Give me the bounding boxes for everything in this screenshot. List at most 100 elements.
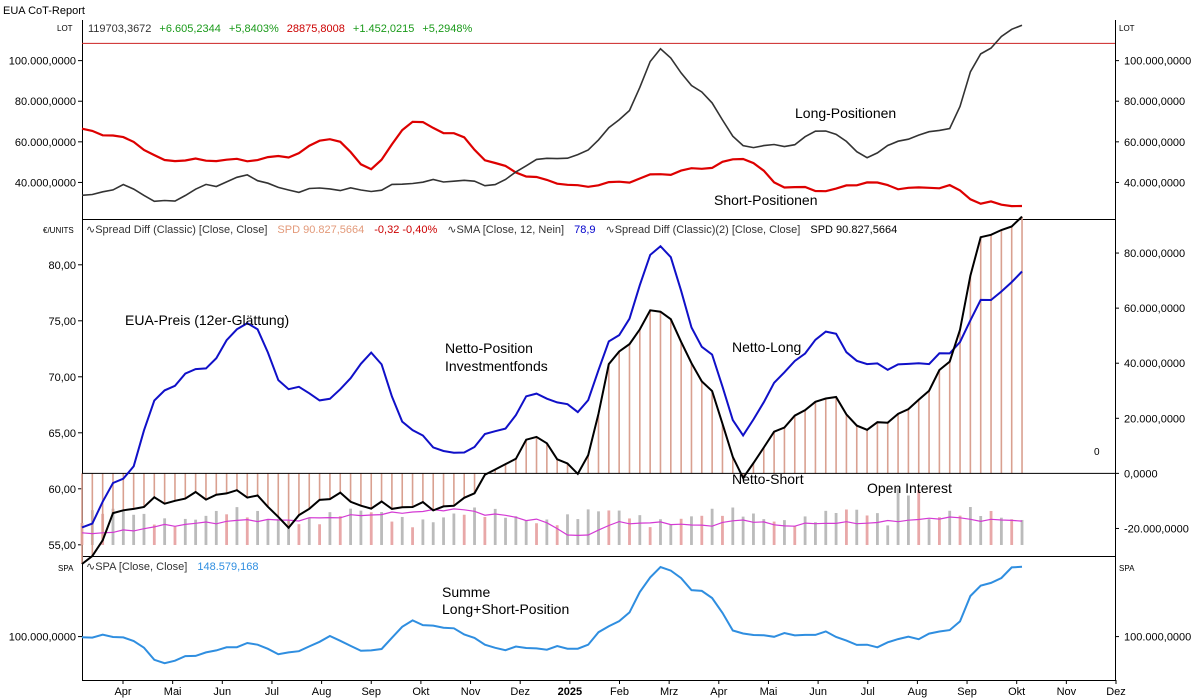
volume-bar <box>307 518 311 545</box>
label-open-interest: Open Interest <box>867 480 952 496</box>
volume-bar <box>824 510 828 545</box>
panel3-unit-left: SPA <box>58 564 74 573</box>
net-position-bar <box>938 370 941 474</box>
net-position-bar <box>659 311 662 474</box>
net-position-bar <box>587 455 589 474</box>
net-position-bar <box>762 447 765 474</box>
net-position-bar <box>855 425 858 474</box>
net-position-bar <box>81 473 83 565</box>
volume-bar <box>173 526 177 545</box>
net-position-line <box>81 215 1023 565</box>
volume-bar <box>369 512 373 545</box>
volume-bar <box>380 512 383 545</box>
x-tick-label: Jun <box>213 686 231 698</box>
zero-label: 0 <box>1094 447 1100 458</box>
net-position-bar <box>401 473 404 508</box>
window-title: EUA CoT-Report <box>3 5 85 17</box>
readout-item: ∿SPA [Close, Close] <box>86 561 187 573</box>
net-position-bar <box>236 473 238 491</box>
volume-bar <box>772 521 776 545</box>
net-position-bar <box>804 410 806 474</box>
net-position-bar <box>525 439 527 474</box>
panel2-right-ticks: 80.000,0000 60.000,0000 40.000,0000 20.000,… <box>1115 248 1189 535</box>
volume-bar <box>865 515 869 545</box>
volume-bar <box>132 514 136 545</box>
net-position-bar <box>835 396 837 474</box>
net-position-bar <box>959 329 961 474</box>
net-position-bar <box>566 463 569 474</box>
panel-cot-positions: LOT LOT 119703,3672 +6.605,2344 +5,8403% 28… <box>9 23 1192 208</box>
volume-bar <box>731 507 735 545</box>
volume-bar <box>524 520 528 545</box>
net-position-bar <box>504 464 507 474</box>
net-position-bar <box>246 473 249 498</box>
readout-item: ∿SMA [Close, 12, Nein] <box>447 224 564 236</box>
readout-item: 78,9 <box>574 224 595 236</box>
panel-net-position: €/UNITS ∿Spread Diff (Classic) [Close, C… <box>43 215 1189 565</box>
panel2-tick-label-right: 20.000,0000 <box>1124 413 1185 425</box>
net-position-bar <box>814 401 817 474</box>
readout-item: SPD 90.827,5664 <box>277 224 364 236</box>
volume-bar <box>917 489 921 545</box>
volume-bar <box>628 518 631 545</box>
net-position-bar <box>422 473 424 503</box>
panel2-tick-label-right: 0,0000 <box>1124 468 1158 480</box>
short-positions-line <box>81 120 1023 208</box>
readout-item: SPD 90.827,5664 <box>810 224 897 236</box>
net-position-bar <box>132 473 135 509</box>
x-tick-label: Dez <box>1106 686 1126 698</box>
net-position-bar <box>267 473 269 507</box>
volume-bar <box>886 525 890 545</box>
x-tick-label: Feb <box>610 686 629 698</box>
panel3-ticks: 100.000,0000 100.000,0000 <box>9 632 1192 644</box>
net-position-bar <box>174 473 176 501</box>
volume-bar <box>452 513 456 545</box>
x-tick-label: Okt <box>1008 686 1025 698</box>
volume-bar <box>783 520 786 545</box>
x-tick-label: Mai <box>164 686 182 698</box>
panel2-tick-label-left: 65,00 <box>48 428 76 440</box>
volume-bar <box>586 509 590 545</box>
volume-bar <box>121 510 125 545</box>
net-position-bar <box>1021 216 1023 474</box>
panel1-unit-right: LOT <box>1119 24 1135 33</box>
net-position-bar <box>773 431 775 474</box>
net-position-bar <box>897 413 899 474</box>
volume-bar <box>793 525 797 545</box>
volume-bar <box>989 510 993 545</box>
volume-bar <box>937 517 941 545</box>
net-position-bar <box>205 473 207 500</box>
net-position-bar <box>979 237 982 474</box>
net-position-bar <box>752 463 755 474</box>
net-position-bar <box>886 422 889 474</box>
volume-bar <box>235 507 239 545</box>
label-summe: Summe <box>442 584 490 600</box>
volume-bar <box>256 510 260 545</box>
volume-bar <box>576 519 580 545</box>
net-position-bar <box>112 473 114 514</box>
panel3-tick-label-left: 100.000,0000 <box>9 632 76 644</box>
net-position-bar <box>515 458 517 474</box>
panel1-tick-label-left: 80.000,0000 <box>15 96 76 108</box>
net-position-bar <box>824 398 827 474</box>
panel-sum-positions: SPA SPA ∿SPA [Close, Close] 148.579,168 1… <box>9 561 1192 665</box>
volume-bar <box>690 516 693 545</box>
volume-bar <box>979 516 983 545</box>
panel2-unit-left: €/UNITS <box>43 226 74 235</box>
net-position-bar <box>793 415 796 474</box>
panel1-tick-label-left: 100.000,0000 <box>9 56 76 68</box>
panel2-tick-label-right: -20.000,0000 <box>1124 523 1189 535</box>
net-position-bar <box>432 473 435 511</box>
volume-bar <box>390 521 394 545</box>
net-position-bar <box>546 443 548 474</box>
panel2-tick-label-right: 80.000,0000 <box>1124 248 1185 260</box>
panel2-tick-label-right: 60.000,0000 <box>1124 303 1185 315</box>
x-tick-label: 2025 <box>558 686 582 698</box>
x-tick-label: Okt <box>412 686 429 698</box>
panel2-left-ticks: 80,00 75,00 70,00 65,00 60,00 55,00 <box>48 260 82 552</box>
net-position-bar <box>287 473 290 528</box>
panel1-tick-label-left: 60.000,0000 <box>15 137 76 149</box>
volume-bar <box>814 522 817 545</box>
volume-bar <box>948 510 952 545</box>
